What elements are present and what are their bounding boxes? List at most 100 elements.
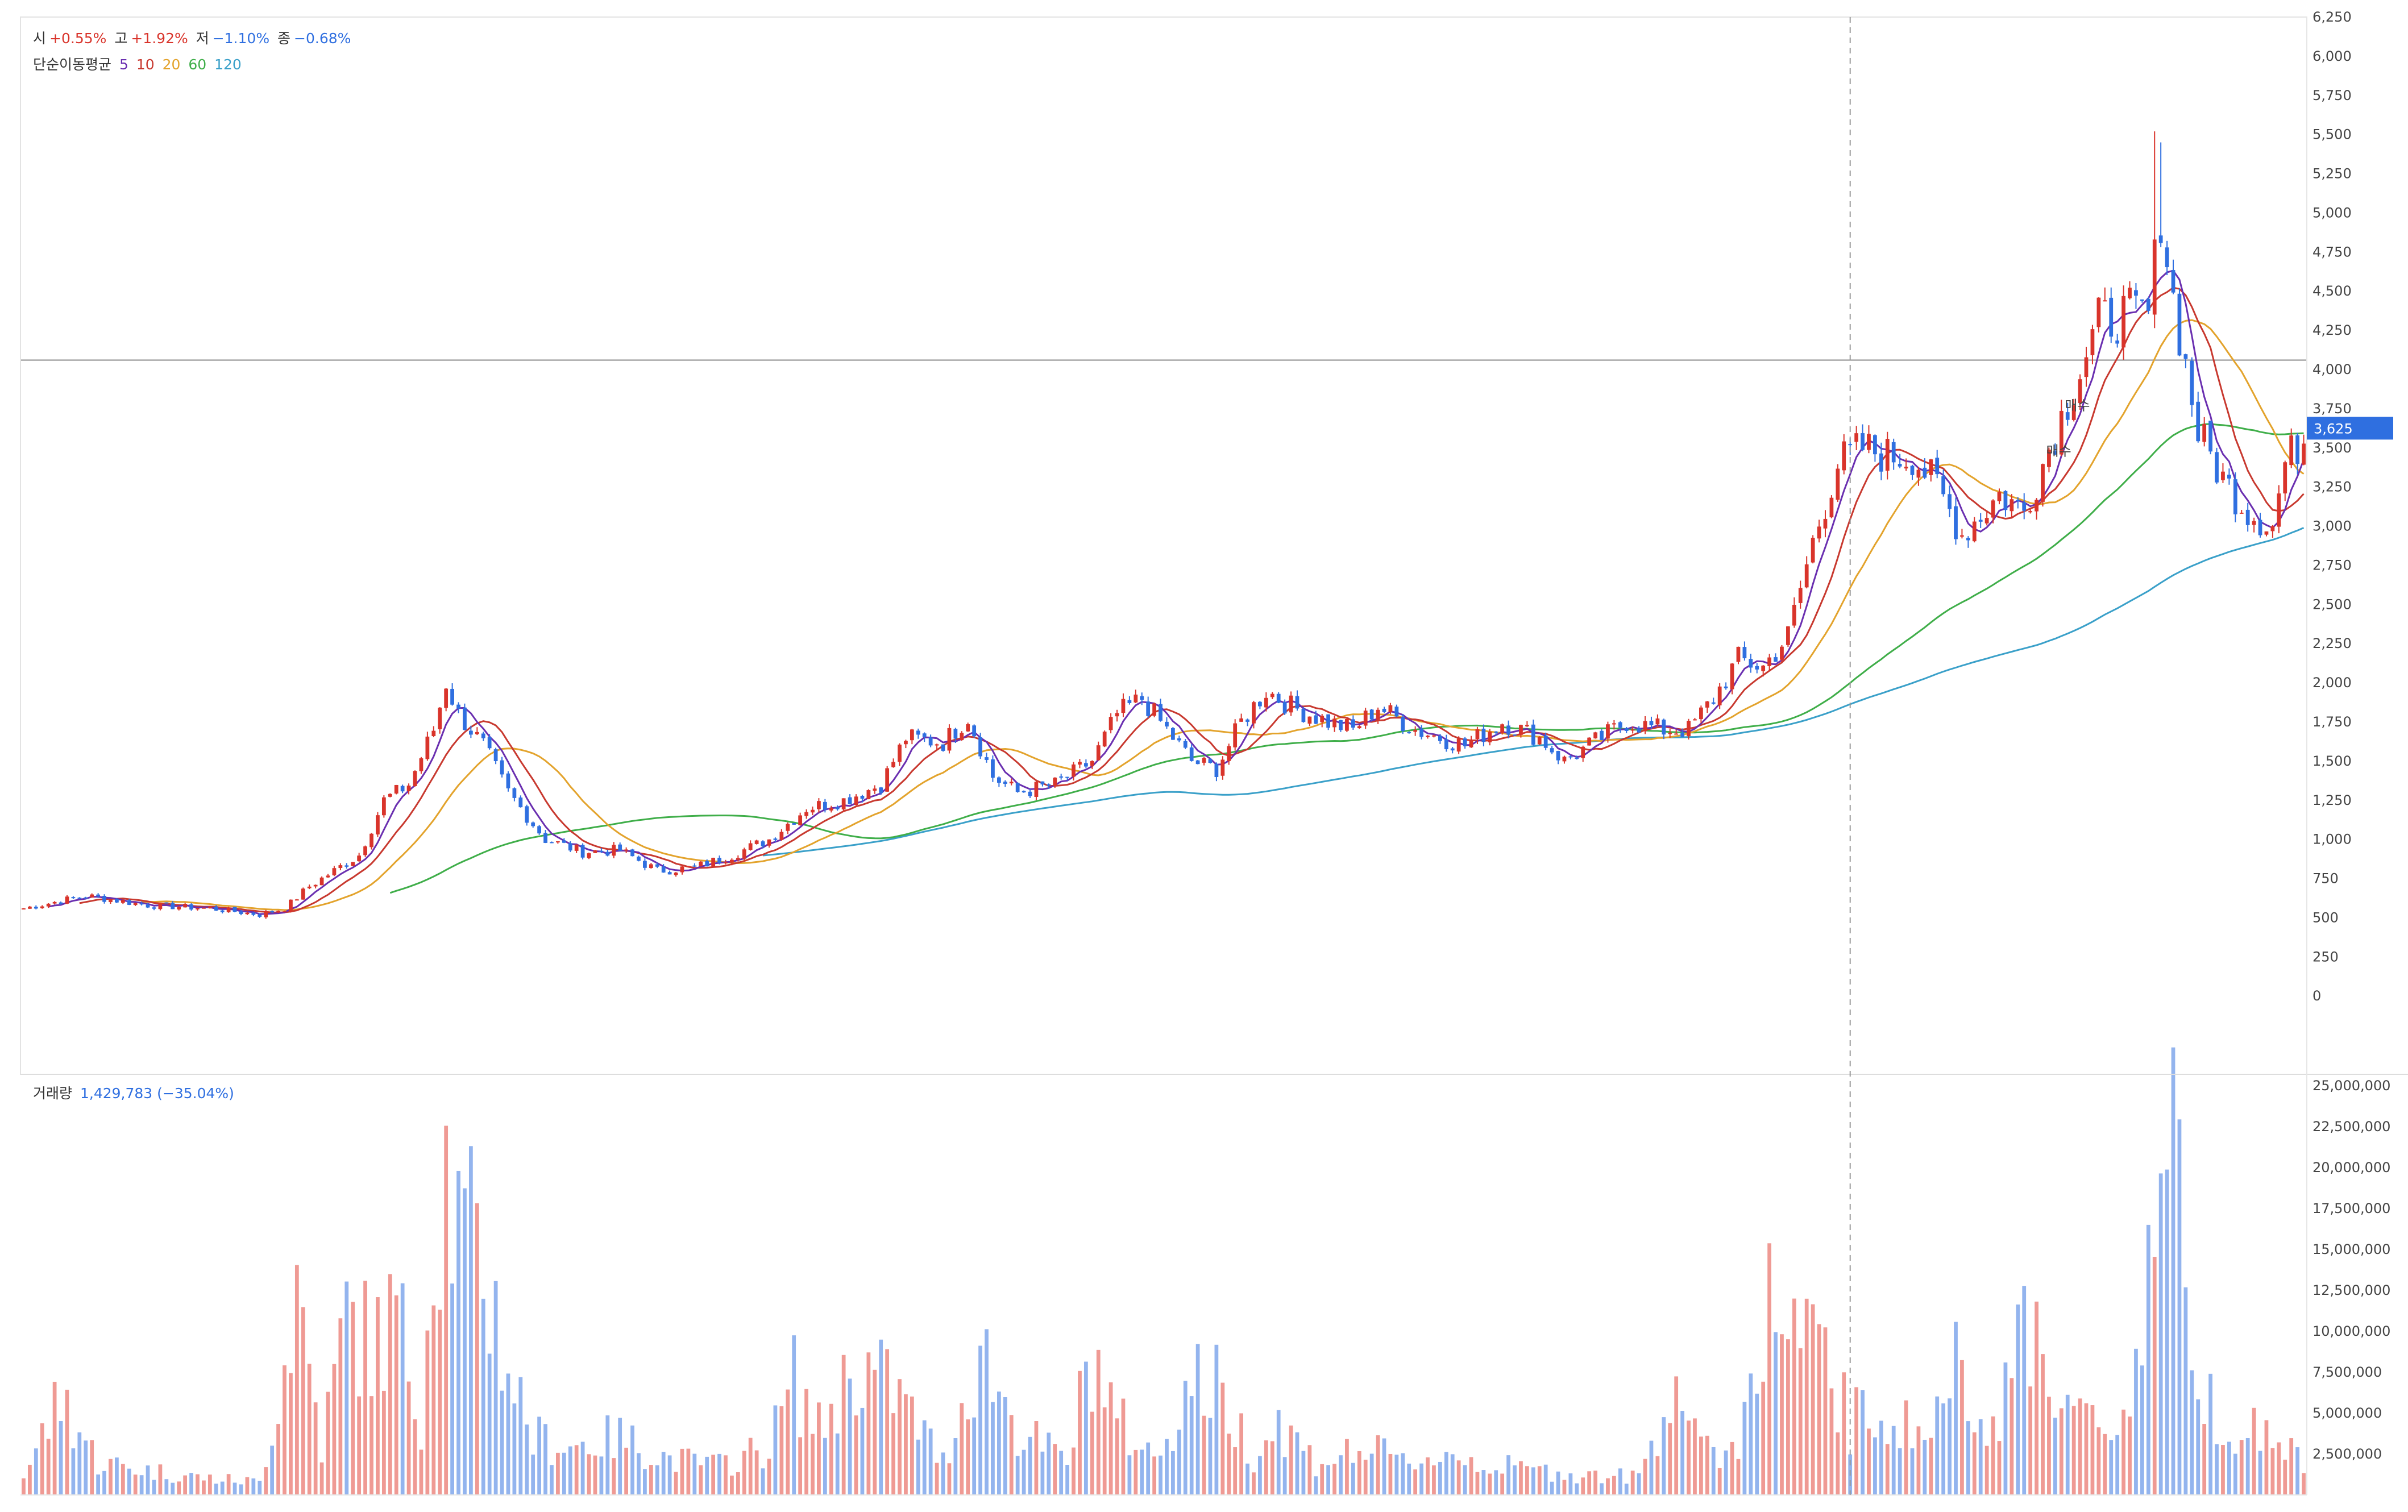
candle [947, 728, 952, 751]
axes: 0 250 500 750 1,000 1,250 1,500 1,750 2,000 2,250… [20, 9, 2408, 1496]
candle [2183, 354, 2188, 359]
candle [338, 865, 343, 869]
candle [1252, 702, 1256, 724]
candle [736, 858, 740, 860]
volume-bar [966, 1419, 970, 1495]
volume-bar [171, 1482, 175, 1495]
candle [612, 845, 616, 856]
volume-bar [686, 1448, 691, 1495]
candle [2103, 300, 2107, 302]
candle [1463, 738, 1467, 746]
moving-average-legend[interactable]: 단순이동평균 5 10 20 60 120 [33, 53, 245, 74]
volume-bar [1904, 1400, 1908, 1495]
volume-bar [1432, 1465, 1436, 1495]
candle [748, 843, 753, 850]
volume-bar [1867, 1428, 1871, 1495]
candle [717, 858, 721, 863]
candle [692, 865, 697, 867]
volume-bar [2190, 1370, 2194, 1495]
candle [1916, 470, 1921, 478]
candle [1369, 709, 1374, 720]
candle [1885, 439, 1890, 471]
ma120-line [762, 527, 2305, 857]
candle [1630, 729, 1635, 731]
price-tick-label: 750 [2312, 871, 2339, 887]
candle [102, 896, 106, 902]
candle [1339, 720, 1343, 730]
volume-bar [1028, 1436, 1032, 1495]
volume-bar [1954, 1322, 1958, 1495]
candle [2283, 462, 2287, 494]
candle [556, 841, 560, 843]
volume-bar [301, 1307, 305, 1495]
volume-bar [736, 1472, 740, 1495]
volume-bar [1307, 1445, 1312, 1495]
ma20-line [142, 319, 2305, 911]
volume-bar [512, 1403, 517, 1495]
volume-bar [34, 1448, 38, 1495]
candle [2134, 290, 2138, 296]
candle [1618, 722, 1622, 728]
candle [543, 833, 547, 843]
volume-bar [1270, 1441, 1274, 1495]
candle [2128, 288, 2132, 298]
candle [680, 866, 684, 873]
volume-bar [196, 1474, 200, 1495]
candle [52, 902, 57, 904]
volume-bar [1506, 1455, 1510, 1495]
volume-bar [1811, 1304, 1815, 1495]
candle [1475, 729, 1480, 740]
candle [196, 908, 200, 909]
volume-bar [898, 1379, 902, 1495]
candle [960, 733, 964, 741]
candle [2177, 293, 2182, 356]
candle [381, 797, 386, 816]
candle [1562, 757, 1567, 762]
candle [618, 844, 622, 851]
volume-bar [1159, 1455, 1163, 1495]
candle [357, 855, 362, 862]
volume-bar [829, 1403, 833, 1495]
candle [605, 851, 610, 856]
candle [1848, 444, 1853, 446]
ma120-label: 120 [214, 56, 242, 73]
volume-bar [705, 1456, 709, 1495]
ma5-line [48, 269, 2305, 915]
volume-bar [1854, 1387, 1859, 1495]
volume-bar [1655, 1456, 1660, 1495]
volume-bar [817, 1402, 821, 1495]
volume-bar [537, 1417, 541, 1495]
volume-bar [363, 1281, 367, 1495]
volume-bar [1575, 1483, 1579, 1495]
volume-bar [307, 1364, 312, 1495]
volume-bar [612, 1458, 616, 1495]
volume-bar [127, 1468, 131, 1495]
volume-tick-label: 25,000,000 [2312, 1078, 2390, 1094]
candle [2215, 452, 2219, 483]
volume-bar [438, 1310, 442, 1495]
candle [1774, 657, 1778, 662]
volume-bar [468, 1146, 473, 1495]
candle [1543, 736, 1548, 748]
candle [2022, 502, 2027, 511]
volume-bar [294, 1265, 299, 1495]
candle [1556, 751, 1560, 761]
volume-bar [1836, 1432, 1840, 1495]
volume-bar [109, 1459, 113, 1495]
candle [512, 788, 517, 798]
volume-bar [1488, 1473, 1492, 1495]
candle [2003, 491, 2008, 510]
candle [413, 771, 417, 786]
candle [463, 707, 467, 730]
candle [1711, 702, 1716, 704]
volume-bar [2071, 1406, 2076, 1495]
candle [84, 897, 88, 899]
volume-bar [580, 1442, 585, 1495]
candle [264, 911, 268, 917]
volume-bar [77, 1432, 82, 1495]
volume-bar [1916, 1426, 1921, 1495]
volume-bar [2140, 1365, 2144, 1495]
volume-bar [978, 1345, 982, 1495]
volume-bar [28, 1464, 32, 1495]
